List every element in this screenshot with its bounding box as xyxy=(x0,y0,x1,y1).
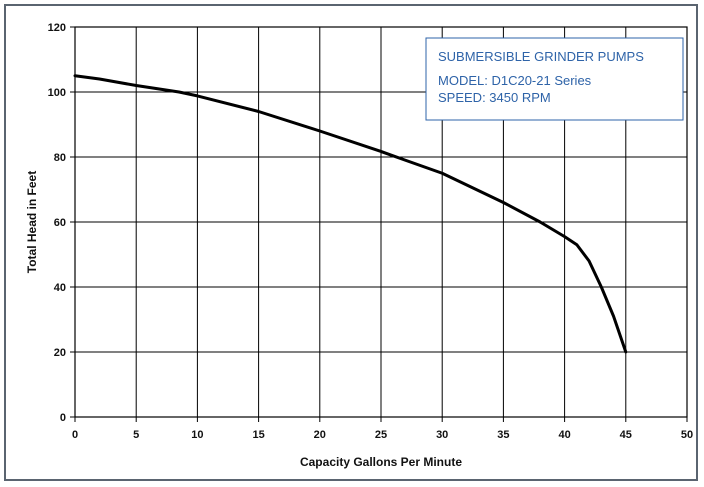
x-tick-label: 50 xyxy=(681,429,693,441)
y-tick-label: 60 xyxy=(54,217,66,229)
x-tick-label: 0 xyxy=(72,429,78,441)
x-tick-label: 45 xyxy=(620,429,632,441)
y-tick-label: 40 xyxy=(54,282,66,294)
x-tick-label: 20 xyxy=(314,429,326,441)
y-tick-label: 80 xyxy=(54,152,66,164)
y-tick-label: 0 xyxy=(60,412,66,424)
y-tick-label: 100 xyxy=(48,87,66,99)
x-tick-label: 25 xyxy=(375,429,387,441)
x-tick-label: 10 xyxy=(191,429,203,441)
legend-background xyxy=(425,37,684,121)
chart-svg: 0 5 10 15 20 25 30 35 40 45 50 0 20 40 60 80 100 120 Cap… xyxy=(25,22,693,469)
pump-curve-line xyxy=(73,74,628,354)
plot-border xyxy=(74,26,688,418)
x-tick-label: 30 xyxy=(436,429,448,441)
y-tick-labels: 0 20 40 60 80 100 120 xyxy=(48,22,66,424)
x-axis-title: Capacity Gallons Per Minute xyxy=(300,455,462,469)
legend-line-model: MODEL: D1C20-21 Series xyxy=(438,73,592,88)
x-tick-labels: 0 5 10 15 20 25 30 35 40 45 50 xyxy=(72,429,693,441)
legend-line-title: SUBMERSIBLE GRINDER PUMPS xyxy=(438,49,644,64)
legend-box: SUBMERSIBLE GRINDER PUMPS MODEL: D1C20-2… xyxy=(425,37,684,121)
chart-frame: 0 5 10 15 20 25 30 35 40 45 50 0 20 40 60 80 100 120 Cap… xyxy=(4,4,698,481)
legend-line-speed: SPEED: 3450 RPM xyxy=(438,90,551,105)
y-tick-label: 20 xyxy=(54,347,66,359)
y-axis-title: Total Head in Feet xyxy=(25,171,39,273)
x-tick-label: 35 xyxy=(497,429,509,441)
x-tick-label: 5 xyxy=(133,429,139,441)
x-tick-label: 15 xyxy=(252,429,264,441)
x-tick-label: 40 xyxy=(558,429,570,441)
y-tick-label: 120 xyxy=(48,22,66,34)
